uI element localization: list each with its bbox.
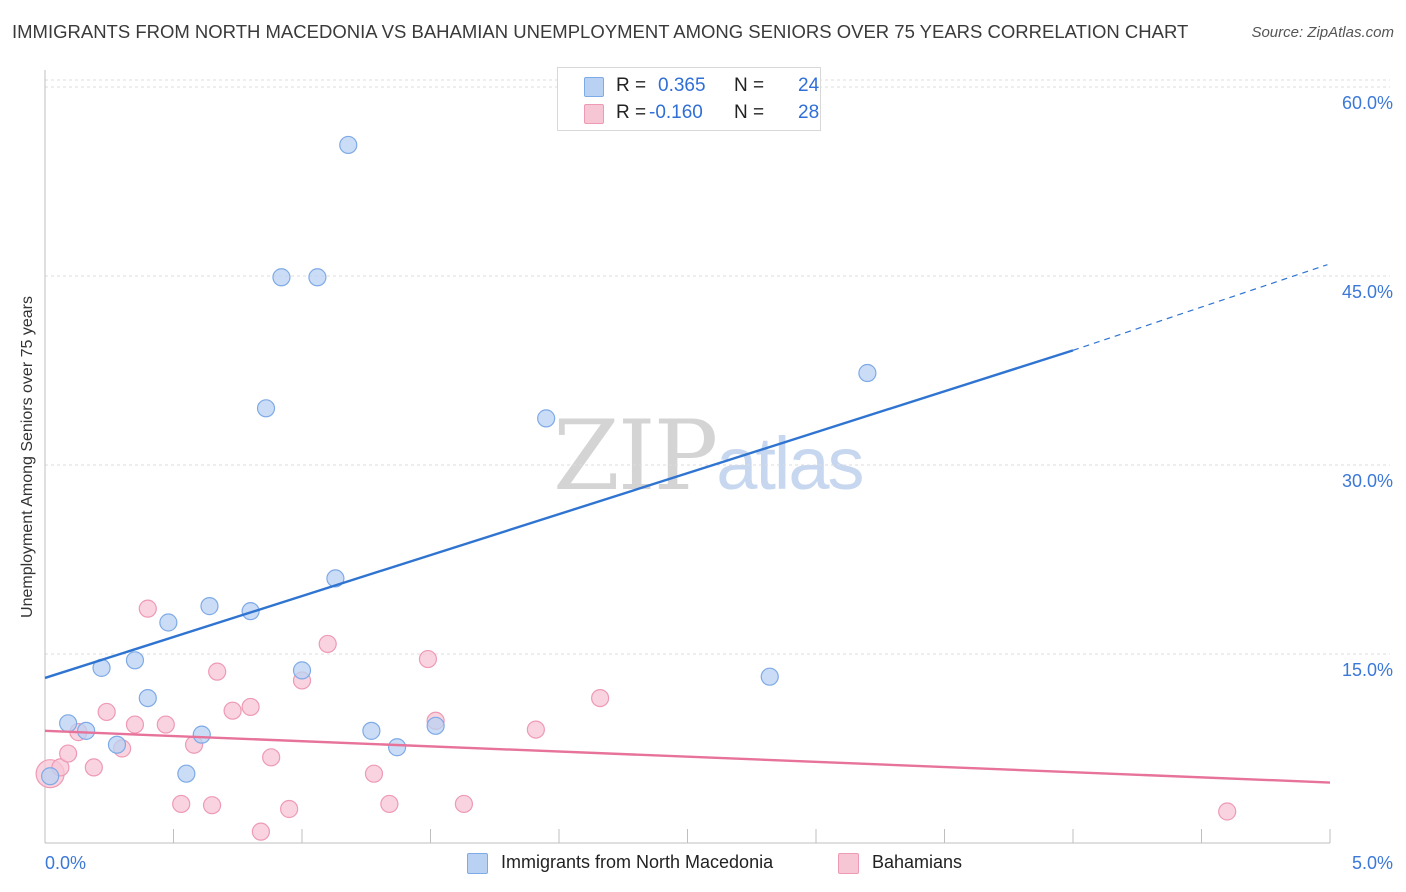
watermark: ZIPatlas bbox=[553, 400, 865, 512]
source-label: Source: ZipAtlas.com bbox=[1251, 24, 1394, 41]
north-macedonia-point bbox=[326, 569, 345, 588]
north-macedonia-point bbox=[59, 714, 78, 733]
north-macedonia-point bbox=[138, 688, 157, 708]
bahamians-point bbox=[262, 748, 281, 767]
bottom-legend-swatch-pink bbox=[838, 853, 859, 874]
y-tick-label: 15.0% bbox=[1342, 660, 1393, 680]
bahamians-point bbox=[591, 688, 610, 708]
north-macedonia-point bbox=[256, 399, 276, 418]
north-macedonia-point bbox=[200, 597, 219, 616]
legend-swatch-blue bbox=[584, 77, 604, 97]
y-tick-label: 60.0% bbox=[1342, 93, 1393, 113]
chart-title: IMMIGRANTS FROM NORTH MACEDONIA VS BAHAM… bbox=[12, 21, 1189, 42]
bahamians-point bbox=[1218, 802, 1237, 821]
bahamians-point bbox=[280, 799, 299, 819]
bahamians-point bbox=[202, 796, 222, 815]
north-macedonia-point bbox=[159, 613, 178, 632]
north-macedonia-trendline bbox=[44, 349, 1074, 680]
legend-r-value: 0.365 bbox=[658, 75, 706, 96]
north-macedonia-point bbox=[760, 667, 779, 686]
bottom-legend-swatch-blue bbox=[467, 853, 488, 874]
bahamians-point bbox=[138, 599, 157, 618]
north-macedonia-point bbox=[272, 268, 291, 287]
bahamians-point bbox=[172, 794, 191, 814]
bahamians-point bbox=[364, 764, 384, 783]
legend-n-label: N = bbox=[734, 102, 765, 123]
correlation-legend: R = 0.365 N = 24 R = -0.160 N = 28 bbox=[557, 67, 821, 131]
bahamians-point bbox=[156, 715, 175, 734]
x-tick-label: 5.0% bbox=[1352, 853, 1393, 873]
bahamians-point bbox=[97, 702, 116, 722]
bahamians-point bbox=[454, 794, 474, 814]
legend-r-label: R = bbox=[616, 102, 647, 123]
bahamians-point bbox=[208, 662, 227, 681]
north-macedonia-point bbox=[241, 602, 260, 621]
bahamians-point bbox=[526, 720, 545, 739]
north-macedonia-point bbox=[339, 135, 358, 155]
legend-n-value: 28 bbox=[798, 102, 820, 123]
bahamians-point bbox=[251, 822, 270, 841]
bahamians-point bbox=[59, 744, 78, 763]
bahamians-point bbox=[418, 649, 438, 669]
y-tick-label: 30.0% bbox=[1342, 471, 1393, 491]
north-macedonia-point bbox=[858, 363, 877, 383]
y-tick-label: 45.0% bbox=[1342, 282, 1393, 302]
bahamians-point bbox=[380, 794, 399, 814]
north-macedonia-point bbox=[177, 764, 196, 783]
north-macedonia-point bbox=[387, 738, 407, 757]
north-macedonia-point bbox=[125, 651, 145, 670]
legend-n-label: N = bbox=[734, 75, 765, 96]
north-macedonia-point bbox=[362, 721, 381, 740]
bahamians-trendline bbox=[44, 729, 1331, 784]
north-macedonia-point bbox=[537, 409, 556, 428]
legend-n-value: 24 bbox=[798, 75, 820, 96]
bahamians-point bbox=[318, 634, 337, 654]
bahamians-point bbox=[84, 758, 103, 777]
north-macedonia-point bbox=[107, 735, 127, 754]
bahamians-point bbox=[125, 715, 145, 734]
north-macedonia-point bbox=[426, 716, 445, 735]
north-macedonia-trendline-extension bbox=[1072, 264, 1328, 351]
north-macedonia-point bbox=[41, 767, 60, 786]
legend-r-label: R = bbox=[616, 75, 647, 96]
bottom-legend-label: Bahamians bbox=[872, 852, 963, 872]
bahamians-point bbox=[241, 697, 260, 717]
bottom-legend-label: Immigrants from North Macedonia bbox=[501, 852, 774, 872]
north-macedonia-point bbox=[192, 725, 211, 744]
watermark-zip: ZIP bbox=[553, 400, 718, 512]
north-macedonia-point bbox=[292, 661, 312, 680]
legend-swatch-pink bbox=[584, 104, 604, 124]
north-macedonia-point bbox=[308, 268, 327, 287]
x-tick-label: 0.0% bbox=[45, 853, 86, 873]
watermark-atlas: atlas bbox=[716, 422, 864, 505]
legend-r-value: -0.160 bbox=[649, 102, 703, 123]
bahamians-point bbox=[223, 701, 242, 720]
north-macedonia-point bbox=[77, 721, 96, 740]
